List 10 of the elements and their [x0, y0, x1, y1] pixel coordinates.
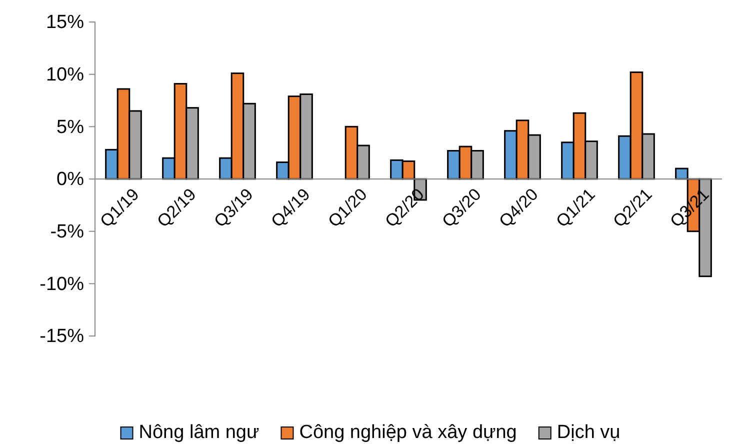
legend-label: Công nghiệp và xây dựng [299, 422, 517, 443]
y-tick-label: -10% [40, 274, 84, 295]
y-tick-label: 10% [46, 64, 84, 86]
legend-label: Nông lâm ngư [138, 422, 260, 443]
y-tick-label: 15% [46, 12, 84, 34]
y-tick-label: 5% [56, 116, 84, 138]
legend-label: Dịch vụ [556, 422, 620, 443]
y-tick-label: 0% [56, 169, 84, 190]
y-tick-label: -5% [50, 221, 84, 242]
y-tick-label: -15% [40, 326, 84, 348]
